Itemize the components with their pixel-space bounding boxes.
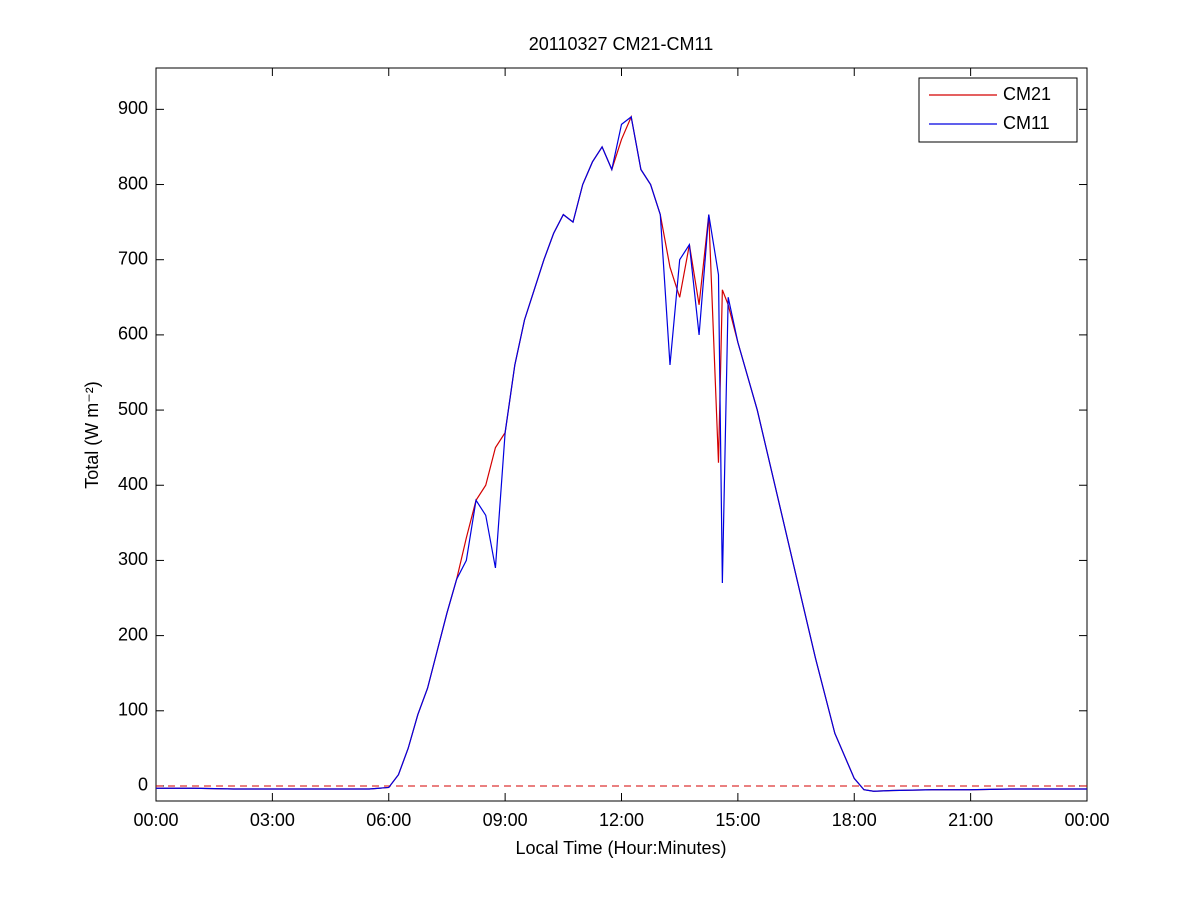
- legend: CM21 CM11: [918, 77, 1078, 143]
- plot-area: [155, 67, 1088, 802]
- x-tick-label: 12:00: [599, 810, 644, 830]
- y-tick-label: 0: [138, 775, 148, 795]
- data-line: [156, 115, 1087, 792]
- y-tick-label: 900: [118, 98, 148, 118]
- y-tick-label: 800: [118, 173, 148, 193]
- x-tick-label: 21:00: [948, 810, 993, 830]
- x-tick-label: 15:00: [715, 810, 760, 830]
- legend-label: CM21: [1003, 84, 1051, 104]
- y-tick-label: 600: [118, 324, 148, 344]
- y-tick-label: 100: [118, 700, 148, 720]
- y-tick-label: 300: [118, 549, 148, 569]
- legend-label: CM11: [1003, 113, 1050, 133]
- x-tick-label: 00:00: [1064, 810, 1109, 830]
- x-axis-label: Local Time (Hour:Minutes): [515, 838, 726, 858]
- y-tick-label: 700: [118, 248, 148, 268]
- y-tick-label: 500: [118, 399, 148, 419]
- x-tick-label: 00:00: [133, 810, 178, 830]
- x-tick-label: 09:00: [483, 810, 528, 830]
- x-tick-label: 18:00: [832, 810, 877, 830]
- y-axis-label: Total (W m⁻²): [82, 381, 102, 489]
- x-tick-label: 06:00: [366, 810, 411, 830]
- legend-box: [918, 77, 1078, 143]
- y-tick-label: 200: [118, 624, 148, 644]
- y-tick-label: 400: [118, 474, 148, 494]
- chart-title: 20110327 CM21-CM11: [529, 34, 713, 54]
- x-tick-label: 03:00: [250, 810, 295, 830]
